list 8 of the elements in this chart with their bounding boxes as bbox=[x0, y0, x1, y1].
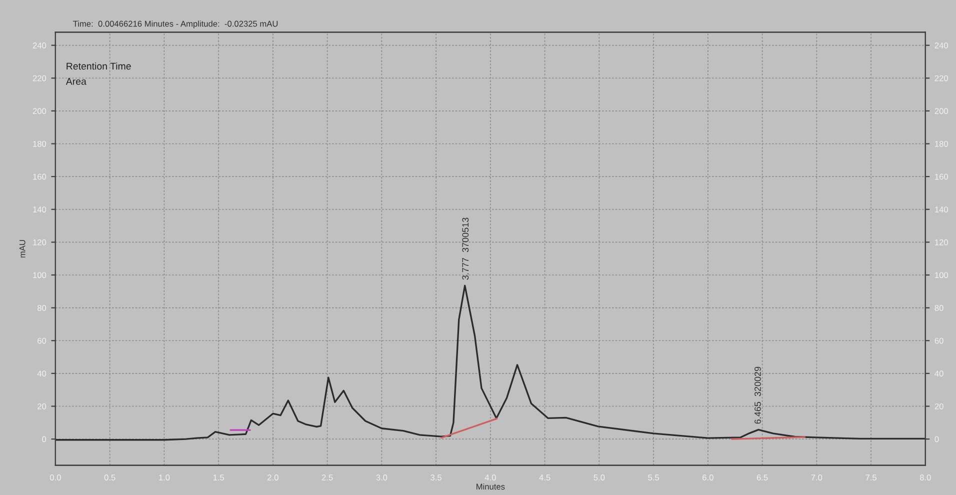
annotation: 6.465 320029 bbox=[754, 366, 761, 424]
line-series bbox=[55, 284, 926, 441]
x-axis-title: Minutes bbox=[476, 483, 505, 490]
y-axis-title: mAU bbox=[20, 240, 26, 258]
annotation: 3.777 3700513 bbox=[462, 218, 469, 280]
annotation: Retention Time bbox=[66, 62, 131, 70]
chart-title: Time: 0.00466216 Minutes - Amplitude: -0.02325 mAU bbox=[73, 20, 278, 28]
annotation: Area bbox=[66, 78, 86, 85]
